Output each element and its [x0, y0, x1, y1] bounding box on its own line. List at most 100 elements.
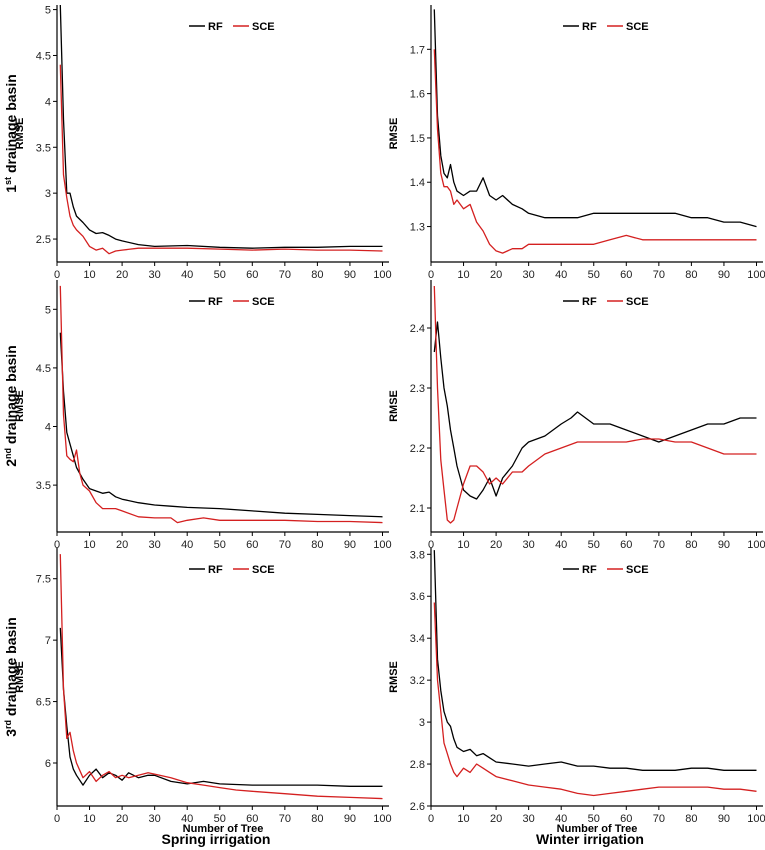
y-tick-label: 1.7: [410, 44, 425, 56]
column-label-winter: Winter irrigation: [536, 831, 644, 847]
row-label-text: drainage basin: [3, 617, 19, 720]
x-tick-label: 60: [246, 269, 258, 281]
x-tick-label: 100: [747, 539, 765, 551]
y-axis-label: RMSE: [14, 661, 26, 693]
x-tick-label: 30: [523, 813, 535, 825]
y-tick-label: 7: [45, 635, 51, 647]
x-tick-label: 10: [83, 539, 95, 551]
x-tick-label: 100: [373, 539, 391, 551]
y-tick-label: 3: [45, 188, 51, 200]
legend-label-rf: RF: [582, 296, 597, 308]
x-tick-label: 50: [588, 813, 600, 825]
legend-label-sce: SCE: [626, 564, 649, 576]
x-tick-label: 80: [685, 539, 697, 551]
x-tick-label: 60: [246, 813, 258, 825]
x-tick-label: 40: [181, 269, 193, 281]
y-tick-label: 3.5: [36, 142, 51, 154]
x-tick-label: 50: [588, 539, 600, 551]
x-tick-label: 60: [620, 813, 632, 825]
series-line-rf: [433, 9, 757, 228]
row-label-suffix: st: [3, 177, 13, 185]
legend-label-sce: SCE: [252, 296, 275, 308]
x-tick-label: 10: [457, 269, 469, 281]
row-label-basin-3: 3rd drainage basin: [3, 617, 19, 737]
x-tick-label: 90: [344, 269, 356, 281]
series-line-sce: [59, 554, 383, 800]
x-tick-label: 20: [116, 813, 128, 825]
x-tick-label: 20: [490, 269, 502, 281]
series-line-rf: [59, 4, 383, 249]
y-tick-label: 3.8: [410, 549, 425, 561]
row-label-basin-2: 2nd drainage basin: [3, 345, 19, 467]
x-tick-label: 100: [747, 269, 765, 281]
x-tick-label: 0: [54, 539, 60, 551]
series-line-rf: [59, 627, 383, 787]
legend-label-sce: SCE: [626, 21, 649, 33]
x-tick-label: 70: [653, 813, 665, 825]
y-tick-label: 2.1: [410, 503, 425, 515]
x-tick-label: 0: [54, 813, 60, 825]
x-tick-label: 50: [214, 813, 226, 825]
series-line-sce: [433, 602, 757, 797]
x-tick-label: 100: [747, 813, 765, 825]
x-tick-label: 10: [83, 269, 95, 281]
x-tick-label: 70: [279, 539, 291, 551]
chart-panel-4: 2.1 2.2 2.3 2.4 0 10 20 30 40 50 60 70 80 90 100 RMSE RF…: [388, 280, 765, 551]
x-tick-label: 40: [555, 539, 567, 551]
x-tick-label: 40: [555, 813, 567, 825]
x-tick-label: 0: [428, 539, 434, 551]
x-tick-label: 30: [523, 539, 535, 551]
x-tick-label: 10: [457, 813, 469, 825]
row-label-basin-1: 1st drainage basin: [3, 74, 19, 193]
y-axis-label: RMSE: [388, 390, 400, 422]
legend-label-sce: SCE: [626, 296, 649, 308]
x-tick-label: 30: [149, 539, 161, 551]
series-line-rf: [59, 332, 383, 518]
y-axis-label: RMSE: [14, 390, 26, 422]
y-tick-label: 1.6: [410, 89, 425, 101]
x-tick-label: 100: [373, 813, 391, 825]
y-axis-label: RMSE: [388, 661, 400, 693]
x-tick-label: 60: [246, 539, 258, 551]
x-tick-label: 90: [718, 813, 730, 825]
y-tick-label: 3: [419, 717, 425, 729]
x-tick-label: 60: [620, 539, 632, 551]
column-labels: Spring irrigation Winter irrigation: [162, 831, 644, 847]
y-tick-label: 3.2: [410, 675, 425, 687]
legend-label-rf: RF: [582, 564, 597, 576]
x-tick-label: 10: [457, 539, 469, 551]
x-tick-label: 20: [490, 813, 502, 825]
x-tick-label: 80: [311, 539, 323, 551]
y-tick-label: 2.8: [410, 759, 425, 771]
y-tick-label: 2.5: [36, 234, 51, 246]
series-line-rf: [433, 321, 757, 500]
x-tick-label: 70: [653, 539, 665, 551]
x-tick-label: 80: [311, 269, 323, 281]
x-tick-label: 80: [685, 269, 697, 281]
x-tick-label: 70: [279, 269, 291, 281]
panels: 2.533.544.550 10 20 30 40 50 60 70 80 90 100RMSERF…: [14, 5, 765, 835]
x-tick-label: 40: [181, 813, 193, 825]
row-label-text: drainage basin: [3, 345, 19, 448]
row-label-ordinal: 2: [3, 459, 19, 467]
y-axis-label: RMSE: [14, 118, 26, 150]
x-tick-label: 20: [490, 539, 502, 551]
row-label-ordinal: 3: [3, 729, 19, 737]
row-label-suffix: nd: [3, 448, 13, 459]
y-tick-label: 2.3: [410, 383, 425, 395]
x-tick-label: 0: [428, 813, 434, 825]
y-tick-label: 4: [45, 96, 51, 108]
x-tick-label: 20: [116, 539, 128, 551]
x-tick-label: 60: [620, 269, 632, 281]
row-label-ordinal: 1: [3, 185, 19, 193]
x-tick-label: 50: [588, 269, 600, 281]
y-tick-label: 4.5: [36, 363, 51, 375]
legend-label-rf: RF: [208, 296, 223, 308]
x-tick-label: 80: [685, 813, 697, 825]
y-tick-label: 3.6: [410, 591, 425, 603]
chart-panel-5: 6 6.5 7 7.5 0 10 20 30 40 50 60 70 80 90 100 RMSE Number…: [14, 548, 392, 835]
legend-label-rf: RF: [208, 21, 223, 33]
